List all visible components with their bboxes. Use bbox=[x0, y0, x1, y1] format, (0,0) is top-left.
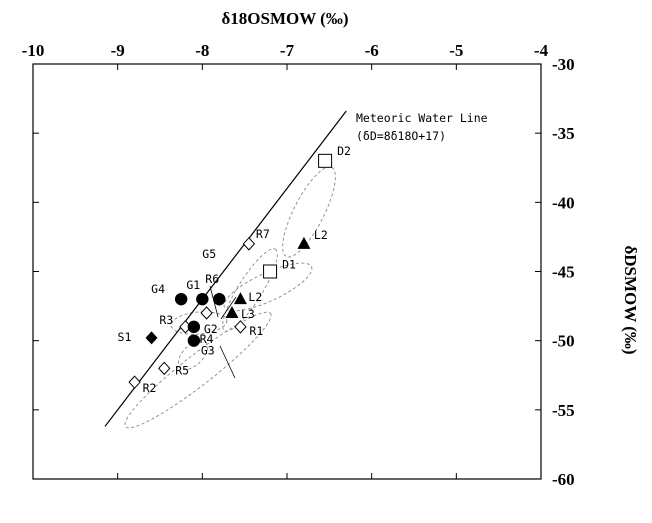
point-g1 bbox=[196, 292, 209, 306]
label-r1: R1 bbox=[249, 324, 263, 338]
outline-g4-g5 bbox=[170, 311, 228, 335]
label-r5: R5 bbox=[175, 363, 189, 377]
label-g5: G5 bbox=[202, 247, 216, 261]
label-l3: L3 bbox=[241, 307, 255, 321]
label-l2: L2 bbox=[314, 228, 328, 242]
outline-r-series bbox=[124, 311, 272, 429]
x-tick-label: -10 bbox=[22, 41, 45, 60]
point-r2 bbox=[128, 375, 141, 389]
y-axis-title: δDSMOW (‰) bbox=[621, 245, 640, 354]
point-l2 bbox=[297, 236, 311, 249]
outline-g2-g3 bbox=[177, 339, 209, 371]
x-axis-title: δ18OSMOW (‰) bbox=[221, 9, 348, 28]
label-r2: R2 bbox=[143, 381, 157, 395]
y-tick-label: -55 bbox=[552, 401, 575, 420]
point-l3 bbox=[225, 306, 239, 318]
y-axis-ticks: -30 -35 -40 -45 -50 -55 -60 bbox=[33, 55, 575, 489]
plot-frame bbox=[32, 63, 542, 480]
point-g3 bbox=[187, 334, 201, 347]
point-r4 bbox=[200, 306, 213, 320]
y-tick-label: -30 bbox=[552, 55, 575, 74]
label-g3: G3 bbox=[201, 344, 215, 358]
y-tick-label: -50 bbox=[552, 332, 575, 351]
meteoric-water-line bbox=[104, 110, 347, 427]
x-tick-label: -7 bbox=[280, 41, 295, 60]
label-r6: R6 bbox=[205, 272, 219, 286]
point-g5 bbox=[213, 292, 226, 306]
label-g2: G2 bbox=[204, 322, 218, 336]
label-d1: D1 bbox=[282, 258, 296, 272]
group-outlines bbox=[124, 166, 336, 429]
label-s1: S1 bbox=[118, 330, 132, 344]
point-l2 bbox=[233, 292, 247, 305]
y-tick-label: -60 bbox=[552, 470, 575, 489]
leader-r6 bbox=[220, 296, 237, 320]
x-axis-ticks: -10 -9 -8 -7 -6 -5 -4 bbox=[22, 41, 549, 479]
point-g4 bbox=[174, 292, 188, 306]
x-tick-label: -4 bbox=[534, 41, 549, 60]
point-r7 bbox=[242, 237, 256, 251]
point-d1 bbox=[263, 264, 278, 279]
y-tick-label: -35 bbox=[552, 124, 575, 143]
label-g4: G4 bbox=[151, 282, 165, 296]
point-s1 bbox=[145, 331, 158, 345]
point-labels: D2 D1 L2 L2 L3 R7 R6 R1 R3 R4 R5 R2 G1 G4 G5 G2 G3 S1 bbox=[118, 144, 351, 395]
label-r3: R3 bbox=[159, 313, 173, 327]
point-d2 bbox=[318, 153, 333, 168]
outline-d1-l2 bbox=[223, 262, 313, 312]
x-tick-label: -9 bbox=[111, 41, 125, 60]
y-tick-label: -40 bbox=[552, 193, 575, 212]
mwl-label-line1: Meteoric Water Line bbox=[356, 111, 488, 125]
mwl-label-line2: (δD=8δ18O+17) bbox=[356, 129, 446, 143]
x-tick-label: -6 bbox=[365, 41, 379, 60]
point-r1 bbox=[234, 320, 247, 334]
label-g1: G1 bbox=[186, 278, 200, 292]
x-tick-label: -5 bbox=[449, 41, 463, 60]
point-r5 bbox=[158, 361, 171, 376]
label-r7: R7 bbox=[256, 227, 270, 241]
label-d2: D2 bbox=[337, 144, 351, 158]
x-tick-label: -8 bbox=[195, 41, 209, 60]
point-g2 bbox=[187, 320, 201, 334]
outline-r7-r6 bbox=[222, 248, 278, 332]
data-points bbox=[128, 153, 333, 389]
leader-r4 bbox=[219, 345, 236, 379]
label-r4: R4 bbox=[200, 332, 214, 346]
label-l2: L2 bbox=[248, 290, 262, 304]
y-tick-label: -45 bbox=[552, 263, 575, 282]
